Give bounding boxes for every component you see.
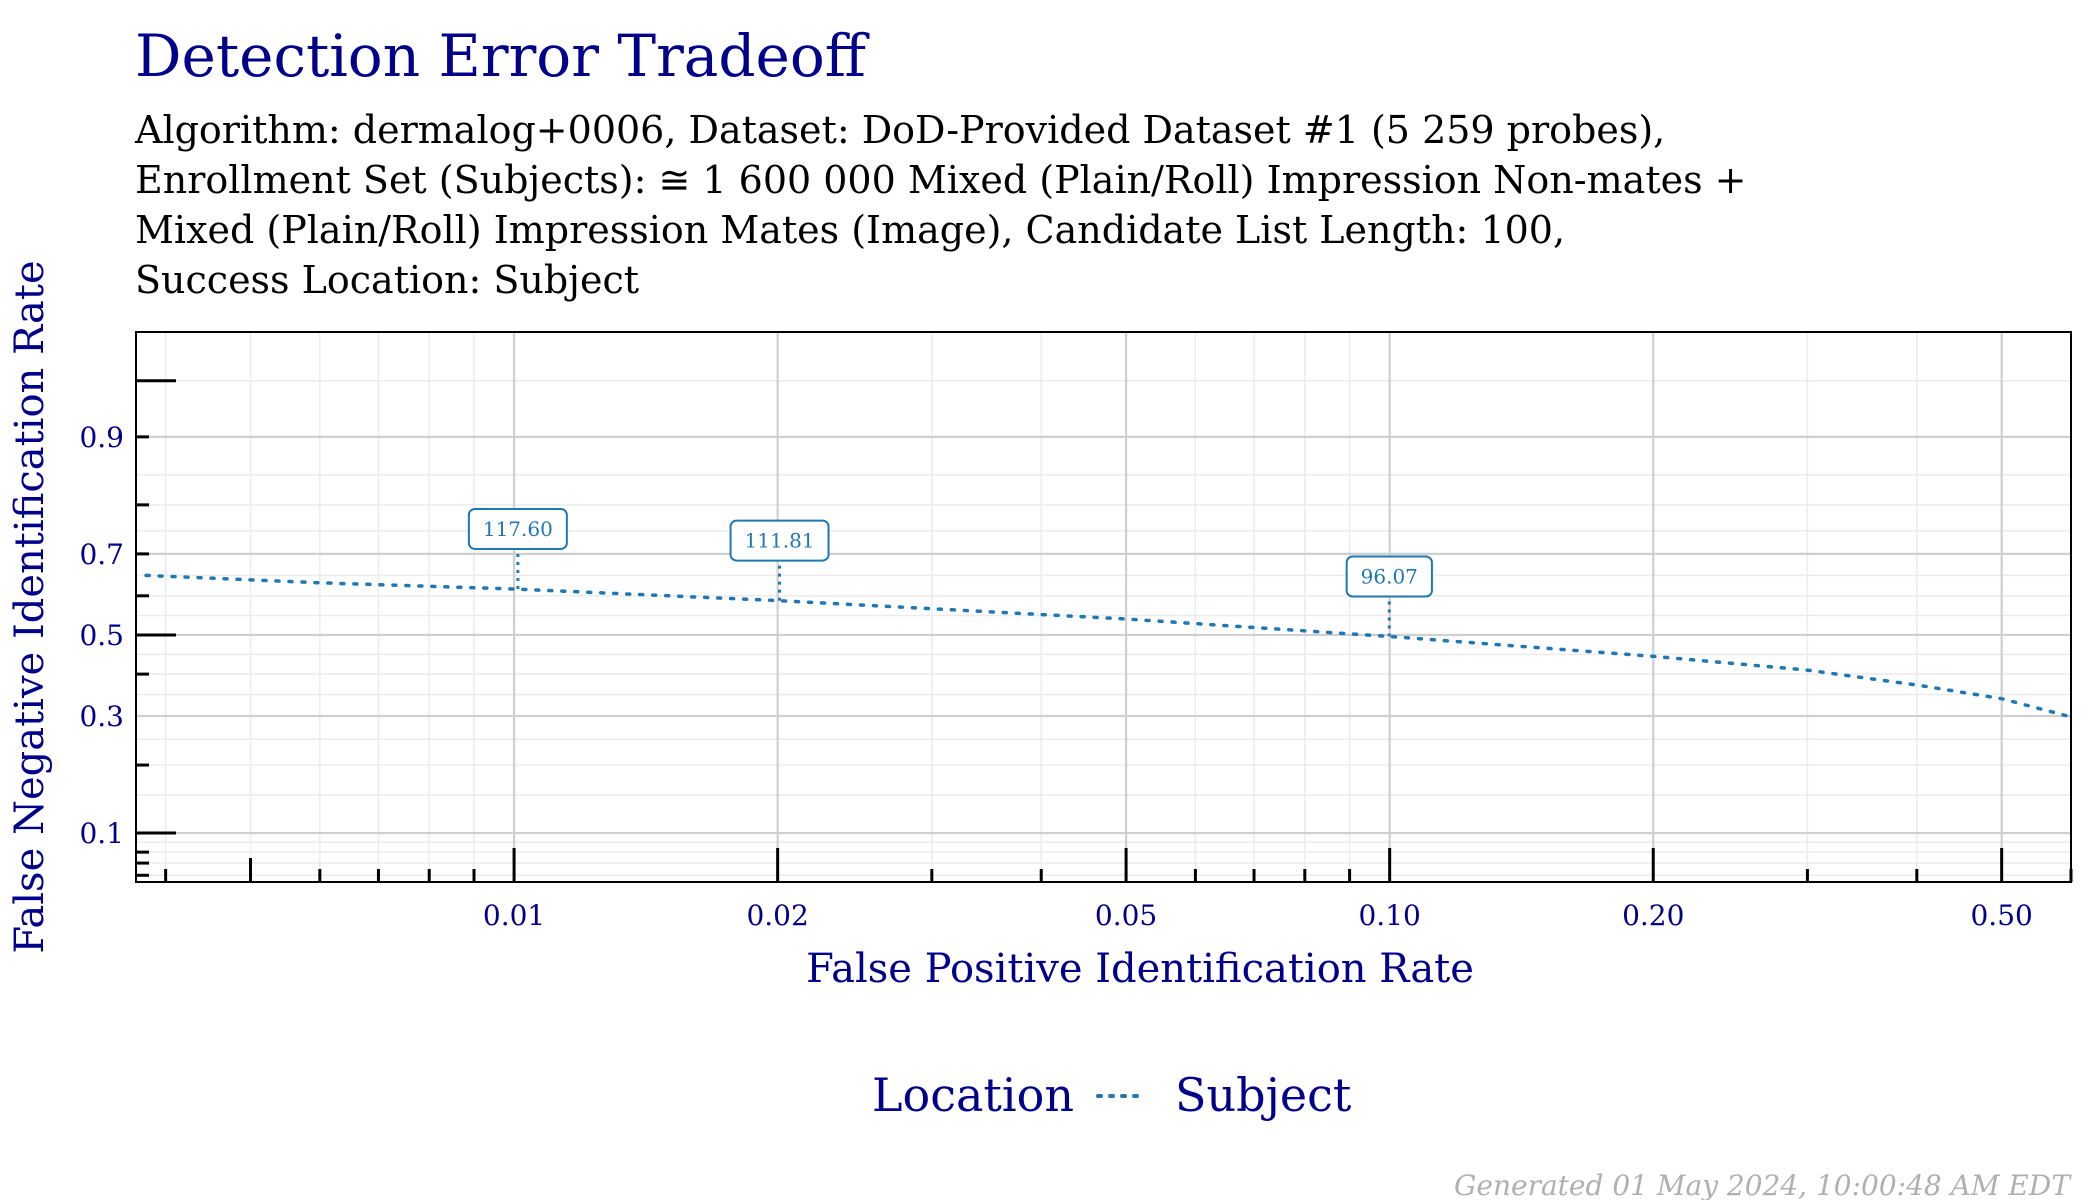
x-tick-label: 0.10 [1358,899,1420,932]
subtitle-line-4: Success Location: Subject [135,258,639,302]
annotation-layer: 117.60 111.81 96.07 [467,507,1433,637]
major-grid [136,332,2071,882]
legend-title: Location [872,1068,1074,1122]
subtitle-line-1: Algorithm: dermalog+0006, Dataset: DoD-P… [134,108,1665,152]
annotation-box [467,507,568,550]
subtitle-line-3: Mixed (Plain/Roll) Impression Mates (Ima… [135,208,1565,252]
chart-title: Detection Error Tradeoff [135,22,870,90]
y-tick-label: 0.9 [79,421,124,454]
y-tick-label: 0.7 [79,538,124,571]
x-rug-ticks [164,848,2073,882]
annotation-label: 111.81 [729,519,830,601]
annotation-label: 96.07 [1345,555,1433,637]
y-tick-label: 0.1 [79,817,124,850]
subtitle-line-2: Enrollment Set (Subjects): ≅ 1 600 000 M… [135,158,1747,202]
minor-grid [136,332,2072,882]
x-tick-label: 0.02 [746,899,808,932]
legend: Location Subject [872,1068,1352,1122]
plot-frame [135,331,2072,883]
chart-subtitle: Algorithm: dermalog+0006, Dataset: DoD-P… [134,108,1747,302]
y-axis-title: False Negative Identification Rate [7,260,53,953]
annotation-text: 111.81 [745,529,815,553]
series-line-subject [144,573,2073,719]
annotation-box [729,519,830,562]
x-tick-label: 0.20 [1622,899,1684,932]
y-rug-ticks [136,379,176,877]
x-axis-title: False Positive Identification Rate [806,946,1474,992]
annotation-text: 96.07 [1361,565,1418,589]
x-tick-labels: 0.01 0.02 0.05 0.10 0.20 0.50 [483,899,2033,932]
annotation-box [1345,555,1433,598]
generated-timestamp: Generated 01 May 2024, 10:00:48 AM EDT [1454,1169,2072,1200]
x-tick-label: 0.05 [1095,899,1157,932]
annotation-text: 117.60 [483,517,553,541]
legend-entry-subject: Subject [1175,1068,1352,1122]
series-layer [144,573,2073,719]
y-tick-label: 0.5 [79,619,124,652]
annotation-label: 117.60 [467,507,568,589]
x-tick-label: 0.01 [483,899,545,932]
y-tick-label: 0.3 [79,700,124,733]
x-tick-label: 0.50 [1970,899,2032,932]
y-tick-labels: 0.1 0.3 0.5 0.7 0.9 [79,421,124,850]
